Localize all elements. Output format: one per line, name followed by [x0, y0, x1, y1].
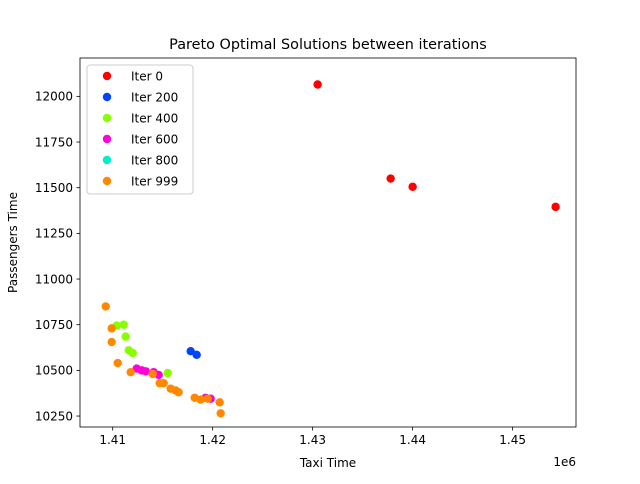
y-tick-label: 10250: [35, 409, 73, 423]
y-tick-label: 12000: [35, 90, 73, 104]
point-iter-999-15: [216, 409, 225, 418]
point-iter-999-13: [203, 394, 212, 403]
point-iter-0-0: [313, 80, 322, 89]
legend-marker-iter-200: [102, 92, 112, 102]
x-tick-label: 1.44: [399, 433, 426, 447]
legend-label-iter-400: Iter 400: [131, 111, 178, 125]
point-iter-999-10: [174, 388, 183, 397]
point-iter-999-14: [215, 398, 224, 407]
point-iter-999-4: [126, 368, 135, 377]
x-tick-label: 1.41: [99, 433, 126, 447]
y-axis-ticks: 10250 10500 10750 11000 11250 11500 11750 12000: [35, 90, 80, 423]
y-tick-label: 10500: [35, 364, 73, 378]
legend-label-iter-0: Iter 0: [131, 69, 163, 83]
point-iter-0-1: [386, 174, 395, 183]
x-tick-label: 1.45: [499, 433, 526, 447]
legend-marker-iter-400: [102, 113, 112, 123]
legend-label-iter-999: Iter 999: [131, 174, 178, 188]
point-iter-400-5: [163, 368, 172, 378]
point-iter-400-1: [119, 320, 128, 329]
y-tick-label: 11000: [35, 272, 73, 286]
point-iter-200-1: [192, 350, 201, 360]
x-tick-label: 1.42: [199, 433, 226, 447]
legend-label-iter-200: Iter 200: [131, 90, 178, 104]
legend-label-iter-800: Iter 800: [131, 153, 178, 167]
x-axis-offset-label: 1e6: [553, 455, 576, 469]
y-tick-label: 11500: [35, 181, 73, 195]
point-iter-999-2: [107, 337, 116, 347]
point-iter-600-2: [141, 367, 150, 376]
plot-frame: [79, 57, 577, 428]
point-iter-999-1: [107, 324, 116, 333]
point-iter-400-2: [121, 332, 130, 341]
point-iter-999-12: [196, 395, 205, 404]
y-tick-label: 10750: [35, 318, 73, 332]
points-layer: [101, 80, 560, 418]
y-tick-label: 11750: [35, 135, 73, 149]
legend: Iter 0 Iter 200 Iter 400 Iter 600 Iter 800 It…: [86, 64, 194, 195]
point-iter-0-3: [551, 202, 560, 212]
x-axis-ticks: 1.41 1.42 1.43 1.44 1.45: [99, 427, 526, 447]
point-iter-999-0: [101, 302, 110, 311]
point-iter-999-7: [159, 378, 168, 388]
legend-label-iter-600: Iter 600: [131, 132, 178, 146]
legend-marker-iter-800: [102, 155, 112, 165]
point-iter-999-5: [148, 369, 157, 379]
point-iter-0-2: [408, 182, 417, 191]
point-iter-400-4: [128, 348, 137, 358]
legend-frame: [86, 64, 194, 195]
chart-title: Pareto Optimal Solutions between iterati…: [169, 37, 487, 53]
x-axis-label: Taxi Time: [299, 456, 356, 470]
y-tick-label: 11250: [35, 227, 73, 241]
legend-marker-iter-999: [102, 176, 112, 186]
y-axis-label: Passengers Time: [6, 192, 20, 293]
point-iter-999-3: [113, 358, 122, 368]
legend-marker-iter-600: [102, 134, 112, 144]
x-tick-label: 1.43: [299, 433, 326, 447]
legend-marker-iter-0: [102, 71, 112, 81]
